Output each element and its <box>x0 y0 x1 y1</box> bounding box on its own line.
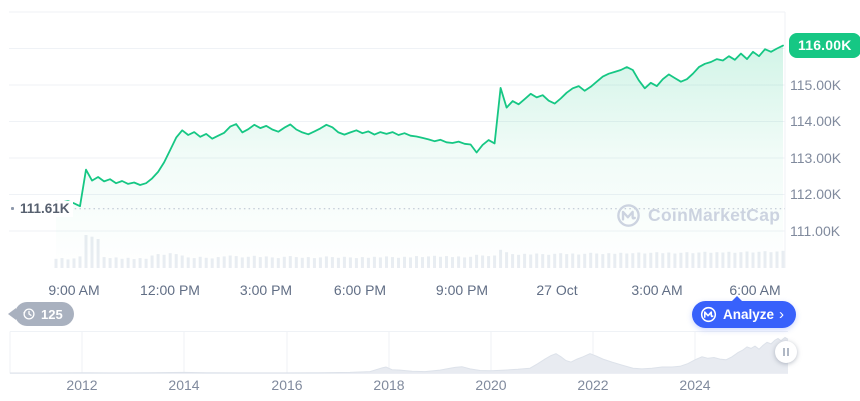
y-axis-label: 111.00K <box>790 222 841 239</box>
y-axis-label: 114.00K <box>790 113 842 129</box>
current-price-value: 116.00K <box>798 37 852 53</box>
current-price-badge: 116.00K <box>789 33 860 58</box>
price-chart-plot[interactable] <box>9 12 785 268</box>
price-area <box>56 45 783 268</box>
x-axis-label: 3:00 AM <box>631 282 683 298</box>
navigator-year-label: 2018 <box>373 377 405 393</box>
grip-bar <box>783 348 785 356</box>
y-axis-label: 115.00K <box>790 76 842 93</box>
min-price-dot <box>11 207 14 210</box>
countdown-value: 125 <box>41 306 63 322</box>
navigator <box>9 331 789 374</box>
analyze-label: Analyze <box>723 307 775 322</box>
navigator-year-label: 2016 <box>271 377 303 393</box>
coinmarketcap-logo-icon <box>617 204 640 227</box>
x-axis-label: 6:00 PM <box>333 282 387 298</box>
history-clock-icon <box>23 308 35 320</box>
navigator-handle[interactable] <box>775 341 797 363</box>
update-countdown-badge: 125 <box>8 302 74 326</box>
navigator-slider[interactable] <box>10 331 788 374</box>
x-axis-label: 3:00 PM <box>239 282 293 298</box>
navigator-year-label: 2022 <box>577 377 609 393</box>
analyze-button[interactable]: Analyze › <box>692 296 797 328</box>
y-axis-label: 112.00K <box>790 186 842 202</box>
navigator-year-label: 2012 <box>66 377 98 393</box>
navigator-year-label: 2014 <box>168 377 200 393</box>
x-axis-label: 27 Oct <box>536 282 578 298</box>
x-axis-label: 9:00 AM <box>48 282 100 298</box>
countdown-arrow-left-icon <box>8 308 16 320</box>
y-axis-label: 113.00K <box>790 149 842 166</box>
watermark-text: CoinMarketCap <box>648 205 781 225</box>
navigator-year-label: 2020 <box>475 377 507 393</box>
x-axis-label: 6:00 AM <box>729 282 781 298</box>
x-axis-label: 9:00 PM <box>435 282 489 298</box>
coinmarketcap-logo-icon <box>700 306 717 323</box>
analyze-tooltip-arrow <box>731 296 743 302</box>
x-axis-label: 12:00 PM <box>140 282 200 298</box>
grip-bar <box>787 348 789 356</box>
price-line <box>55 44 784 208</box>
navigator-year-label: 2024 <box>679 377 711 393</box>
min-price-label: 111.61K <box>17 201 73 217</box>
navigator-area <box>10 337 788 374</box>
chevron-right-icon: › <box>779 306 785 323</box>
coinmarketcap-watermark: CoinMarketCap <box>616 203 780 228</box>
